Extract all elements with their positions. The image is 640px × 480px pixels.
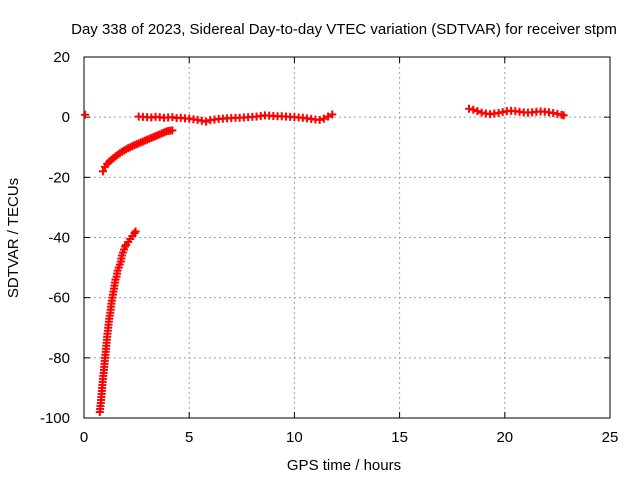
y-tick-label: -80 [48,350,70,367]
data-point [168,126,177,135]
y-tick-label: 20 [53,49,70,66]
y-tick-label: -40 [48,230,70,247]
data-point [473,107,482,116]
x-tick-label: 5 [185,429,193,446]
data-point [559,111,568,120]
x-axis-label: GPS time / hours [287,457,401,474]
plot-frame [83,56,611,419]
x-tick-label: 20 [496,429,513,446]
data-point [121,242,130,251]
data-point [131,227,140,236]
x-tick-label: 25 [602,429,619,446]
y-axis-label: SDTVAR / TECUs [5,178,22,298]
x-tick-label: 15 [391,429,408,446]
data-point [98,167,107,176]
grid [84,57,610,418]
y-tick-label: -60 [48,290,70,307]
y-tick-label: -20 [48,169,70,186]
x-tick-label: 10 [286,429,303,446]
y-tick-label: 0 [62,109,70,126]
axis-ticks: 0 5 10 15 20 25 -100 -80 -60 -40 -20 0 20 [40,49,618,446]
data-point [324,112,333,121]
data-point [202,117,211,126]
y-tick-label: -100 [40,410,70,427]
data-points [81,104,568,416]
data-point [319,114,328,123]
data-point [315,115,324,124]
x-tick-label: 0 [80,429,88,446]
data-point [328,110,337,119]
data-point [469,105,478,114]
data-point [81,110,90,119]
chart-title: Day 338 of 2023, Sidereal Day-to-day VTE… [71,21,617,38]
data-point [130,228,139,237]
